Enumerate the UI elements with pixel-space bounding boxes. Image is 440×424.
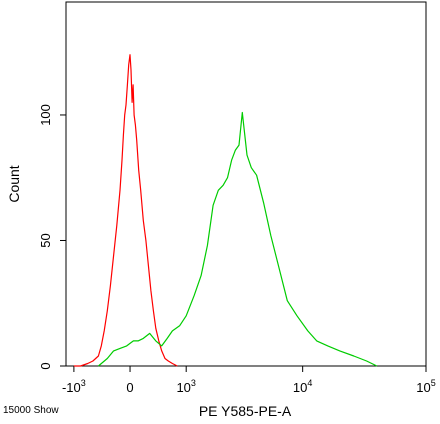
x-tick-label-2: 103: [176, 378, 195, 395]
series-group: [73, 54, 378, 367]
y-tick-label-1: 50: [38, 233, 53, 247]
y-tick-label-2: 100: [38, 104, 53, 126]
histogram-series-0: [73, 54, 178, 367]
corner-note: 15000 Show: [3, 405, 59, 416]
y-axis-label: Count: [6, 165, 22, 202]
x-tick-label-1: 0: [126, 380, 133, 395]
x-tick-label-3: 104: [293, 378, 312, 395]
x-axis-label: PE Y585-PE-A: [199, 403, 292, 419]
histogram-series-1: [98, 111, 378, 367]
x-tick-label-0: -103: [62, 378, 86, 395]
x-tick-label-4: 105: [416, 378, 435, 395]
plot-frame: [65, 1, 427, 367]
y-tick-label-0: 0: [38, 362, 53, 369]
